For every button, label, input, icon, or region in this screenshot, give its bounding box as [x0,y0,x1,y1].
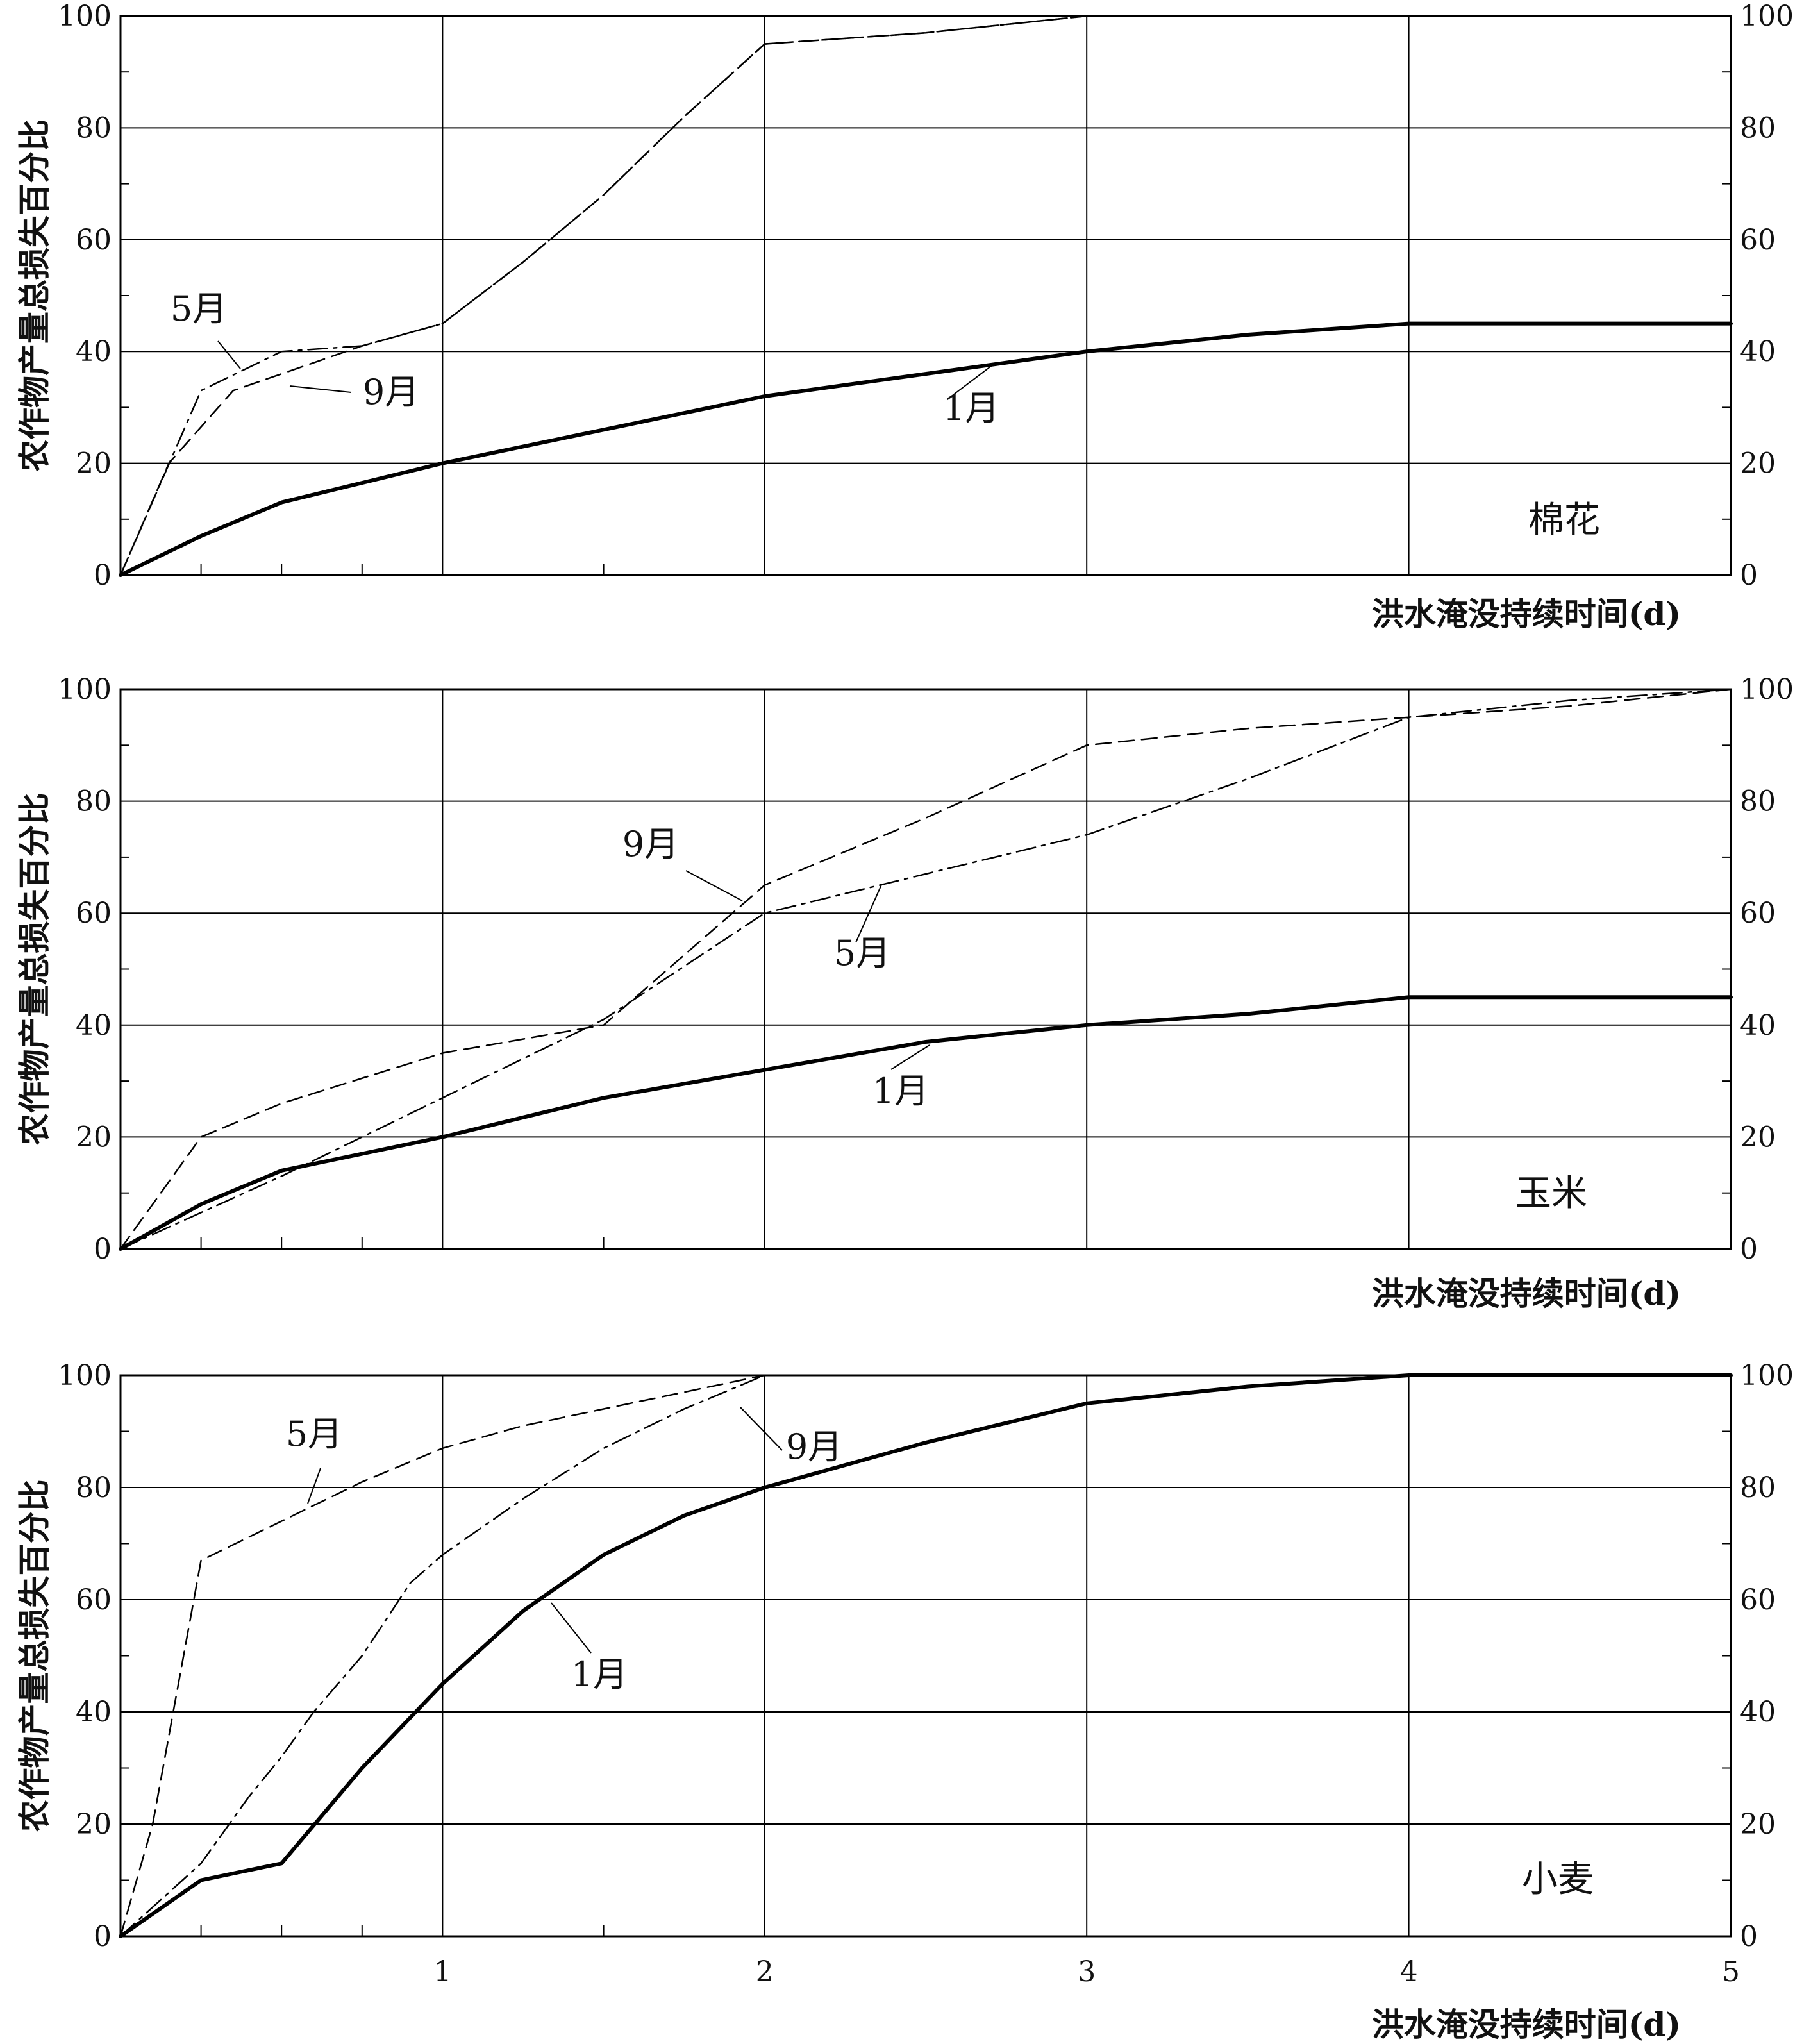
y-tick-label-left: 20 [76,448,112,480]
leader-line [289,385,352,393]
series-label: 5月 [834,933,890,973]
series-line-2 [119,688,1732,1250]
y-axis-title: 农作物产量总损失百分比 [15,1480,53,1832]
y-tick-label-right: 0 [1740,559,1758,592]
y-tick-label-right: 40 [1740,335,1776,368]
y-tick-label-right: 100 [1740,673,1794,706]
y-tick-label-left: 80 [76,1471,112,1504]
y-tick-label-right: 0 [1740,1920,1758,1953]
y-tick-label-right: 80 [1740,785,1776,818]
y-tick-label-left: 60 [76,897,112,930]
x-tick-label: 1 [433,1956,451,1988]
y-tick-label-left: 20 [76,1808,112,1841]
y-tick-label-left: 60 [76,1584,112,1616]
y-tick-label-left: 20 [76,1121,112,1153]
y-tick-label-right: 80 [1740,1471,1776,1504]
y-tick-label-right: 20 [1740,1808,1776,1841]
y-tick-label-left: 60 [76,224,112,256]
x-axis-title: 洪水淹没持续时间(d) [1372,1275,1681,1312]
leader-line [685,870,743,901]
series-line-1 [119,688,1732,1250]
series-line-1 [119,1374,798,1938]
leader-line [551,1602,592,1654]
y-tick-label-left: 80 [76,112,112,144]
series-label: 5月 [171,289,227,329]
series-label: 9月 [363,372,419,412]
y-tick-label-left: 0 [94,559,112,592]
plot-frame [119,15,1732,576]
x-tick-label: 5 [1722,1956,1740,1988]
series-line-3 [119,995,1733,1251]
series-label: 5月 [286,1414,342,1454]
y-tick-label-right: 100 [1740,0,1794,33]
y-tick-label-left: 100 [58,0,112,33]
series-line-1 [119,15,1088,576]
y-tick-label-right: 100 [1740,1359,1794,1392]
x-axis-title: 洪水淹没持续时间(d) [1372,2006,1681,2043]
leader-line [740,1407,783,1451]
series-label: 9月 [786,1427,842,1467]
chart-panel-2: 0 0 20 20 40 40 60 60 80 80 100 100 9月 5月 1月玉米洪水淹没持续时间… [15,673,1794,1312]
series-line-3 [119,321,1733,577]
y-tick-label-right: 60 [1740,897,1776,930]
y-tick-label-right: 60 [1740,224,1776,256]
leader-line [217,340,241,369]
y-tick-label-right: 40 [1740,1009,1776,1042]
y-tick-label-left: 100 [58,673,112,706]
leader-line [890,1044,930,1070]
y-tick-label-right: 20 [1740,448,1776,480]
crop-label: 棉花 [1528,499,1600,541]
y-tick-label-left: 0 [94,1920,112,1953]
y-tick-label-right: 60 [1740,1584,1776,1616]
leader-line [953,364,994,395]
plot-frame [119,688,1732,1250]
plot-frame [119,1374,1732,1938]
x-tick-label: 2 [756,1956,774,1988]
y-tick-label-left: 100 [58,1359,112,1392]
x-tick-label: 4 [1400,1956,1418,1988]
leader-line [855,884,882,943]
y-tick-label-right: 20 [1740,1121,1776,1153]
x-axis-title: 洪水淹没持续时间(d) [1372,595,1681,633]
crop-label: 小麦 [1522,1859,1594,1900]
y-tick-label-left: 80 [76,785,112,818]
y-tick-label-right: 0 [1740,1233,1758,1266]
series-label: 1月 [943,388,999,428]
y-tick-label-left: 40 [76,1009,112,1042]
y-tick-label-right: 40 [1740,1696,1776,1729]
series-label: 1月 [872,1071,929,1111]
y-tick-label-left: 0 [94,1233,112,1266]
y-axis-title: 农作物产量总损失百分比 [15,119,53,472]
chart-panel-1: 0 0 20 20 40 40 60 60 80 80 100 100 5月 9月 1月棉花洪水淹没持续时间… [15,0,1794,633]
series-line-3 [119,1373,1733,1938]
chart-panel-3: 0 0 20 20 40 40 60 60 80 80 100 100 1 2 3 4 5 5月 9月 1月小麦洪水淹… [15,1359,1794,2043]
y-axis-title: 农作物产量总损失百分比 [15,793,53,1146]
y-tick-label-left: 40 [76,335,112,368]
y-tick-label-right: 80 [1740,112,1776,144]
series-line-2 [119,1374,782,1938]
series-label: 1月 [571,1654,628,1695]
series-label: 9月 [622,824,679,864]
series-line-2 [119,15,1088,576]
y-tick-label-left: 40 [76,1696,112,1729]
crop-label: 玉米 [1515,1173,1587,1214]
x-tick-label: 3 [1078,1956,1096,1988]
leader-line [307,1468,321,1504]
